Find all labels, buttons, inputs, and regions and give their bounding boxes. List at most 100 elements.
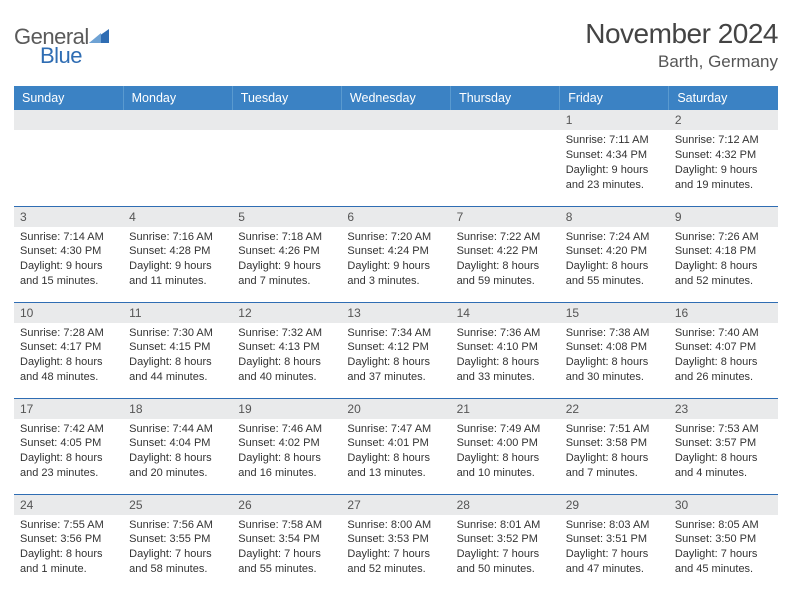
calendar-day-cell: 29Sunrise: 8:03 AMSunset: 3:51 PMDayligh… xyxy=(560,494,669,590)
day-details: Sunrise: 7:56 AMSunset: 3:55 PMDaylight:… xyxy=(123,515,232,581)
calendar-body: 1Sunrise: 7:11 AMSunset: 4:34 PMDaylight… xyxy=(14,110,778,590)
day-number: 13 xyxy=(341,303,450,323)
sunrise-text: Sunrise: 7:12 AM xyxy=(675,133,772,148)
sunrise-text: Sunrise: 7:40 AM xyxy=(675,326,772,341)
day-details xyxy=(341,130,450,137)
day-details: Sunrise: 7:34 AMSunset: 4:12 PMDaylight:… xyxy=(341,323,450,389)
day-details: Sunrise: 7:14 AMSunset: 4:30 PMDaylight:… xyxy=(14,227,123,293)
sunrise-text: Sunrise: 7:51 AM xyxy=(566,422,663,437)
daylight-text: Daylight: 9 hours and 3 minutes. xyxy=(347,259,444,289)
day-details: Sunrise: 7:28 AMSunset: 4:17 PMDaylight:… xyxy=(14,323,123,389)
day-details xyxy=(232,130,341,137)
sunrise-text: Sunrise: 7:46 AM xyxy=(238,422,335,437)
daylight-text: Daylight: 8 hours and 1 minute. xyxy=(20,547,117,577)
day-number: 1 xyxy=(560,110,669,130)
day-details xyxy=(123,130,232,137)
calendar-day-cell: 22Sunrise: 7:51 AMSunset: 3:58 PMDayligh… xyxy=(560,398,669,494)
calendar-day-cell: 25Sunrise: 7:56 AMSunset: 3:55 PMDayligh… xyxy=(123,494,232,590)
sunset-text: Sunset: 3:58 PM xyxy=(566,436,663,451)
day-details: Sunrise: 7:55 AMSunset: 3:56 PMDaylight:… xyxy=(14,515,123,581)
sunset-text: Sunset: 4:17 PM xyxy=(20,340,117,355)
day-header: Saturday xyxy=(669,86,778,110)
day-number: 2 xyxy=(669,110,778,130)
calendar-day-cell: 4Sunrise: 7:16 AMSunset: 4:28 PMDaylight… xyxy=(123,206,232,302)
sunrise-text: Sunrise: 7:34 AM xyxy=(347,326,444,341)
sunrise-text: Sunrise: 7:20 AM xyxy=(347,230,444,245)
day-details: Sunrise: 7:16 AMSunset: 4:28 PMDaylight:… xyxy=(123,227,232,293)
day-header: Sunday xyxy=(14,86,123,110)
calendar-day-cell: 23Sunrise: 7:53 AMSunset: 3:57 PMDayligh… xyxy=(669,398,778,494)
sunrise-text: Sunrise: 7:11 AM xyxy=(566,133,663,148)
calendar-day-cell: 27Sunrise: 8:00 AMSunset: 3:53 PMDayligh… xyxy=(341,494,450,590)
daylight-text: Daylight: 8 hours and 26 minutes. xyxy=(675,355,772,385)
day-number: 21 xyxy=(451,399,560,419)
daylight-text: Daylight: 8 hours and 48 minutes. xyxy=(20,355,117,385)
sunrise-text: Sunrise: 7:18 AM xyxy=(238,230,335,245)
calendar-day-cell: 6Sunrise: 7:20 AMSunset: 4:24 PMDaylight… xyxy=(341,206,450,302)
day-number: 10 xyxy=(14,303,123,323)
sunrise-text: Sunrise: 7:22 AM xyxy=(457,230,554,245)
brand-part2: Blue xyxy=(40,43,82,68)
day-number: 9 xyxy=(669,207,778,227)
daylight-text: Daylight: 9 hours and 15 minutes. xyxy=(20,259,117,289)
month-title: November 2024 xyxy=(585,18,778,50)
calendar-day-cell: 3Sunrise: 7:14 AMSunset: 4:30 PMDaylight… xyxy=(14,206,123,302)
day-number xyxy=(451,110,560,130)
daylight-text: Daylight: 8 hours and 20 minutes. xyxy=(129,451,226,481)
sunset-text: Sunset: 3:50 PM xyxy=(675,532,772,547)
page-header: General November 2024 Barth, Germany xyxy=(14,18,778,72)
sunset-text: Sunset: 4:18 PM xyxy=(675,244,772,259)
sunset-text: Sunset: 4:07 PM xyxy=(675,340,772,355)
sunrise-text: Sunrise: 7:16 AM xyxy=(129,230,226,245)
calendar-table: SundayMondayTuesdayWednesdayThursdayFrid… xyxy=(14,86,778,590)
day-details: Sunrise: 7:42 AMSunset: 4:05 PMDaylight:… xyxy=(14,419,123,485)
sunrise-text: Sunrise: 7:36 AM xyxy=(457,326,554,341)
sunset-text: Sunset: 3:53 PM xyxy=(347,532,444,547)
sunset-text: Sunset: 4:24 PM xyxy=(347,244,444,259)
calendar-week-row: 17Sunrise: 7:42 AMSunset: 4:05 PMDayligh… xyxy=(14,398,778,494)
sunrise-text: Sunrise: 7:26 AM xyxy=(675,230,772,245)
sunset-text: Sunset: 3:56 PM xyxy=(20,532,117,547)
calendar-week-row: 1Sunrise: 7:11 AMSunset: 4:34 PMDaylight… xyxy=(14,110,778,206)
sunset-text: Sunset: 4:01 PM xyxy=(347,436,444,451)
day-number: 11 xyxy=(123,303,232,323)
daylight-text: Daylight: 8 hours and 44 minutes. xyxy=(129,355,226,385)
day-number: 30 xyxy=(669,495,778,515)
day-details: Sunrise: 7:53 AMSunset: 3:57 PMDaylight:… xyxy=(669,419,778,485)
day-details: Sunrise: 7:11 AMSunset: 4:34 PMDaylight:… xyxy=(560,130,669,196)
calendar-day-cell: 2 Sunrise: 7:12 AMSunset: 4:32 PMDaylight… xyxy=(669,110,778,206)
sunset-text: Sunset: 3:54 PM xyxy=(238,532,335,547)
calendar-day-cell: 24Sunrise: 7:55 AMSunset: 3:56 PMDayligh… xyxy=(14,494,123,590)
daylight-text: Daylight: 9 hours and 11 minutes. xyxy=(129,259,226,289)
sunset-text: Sunset: 4:32 PM xyxy=(675,148,772,163)
sunset-text: Sunset: 4:15 PM xyxy=(129,340,226,355)
daylight-text: Daylight: 8 hours and 7 minutes. xyxy=(566,451,663,481)
daylight-text: Daylight: 9 hours and 19 minutes. xyxy=(675,163,772,193)
sunset-text: Sunset: 4:10 PM xyxy=(457,340,554,355)
daylight-text: Daylight: 9 hours and 23 minutes. xyxy=(566,163,663,193)
calendar-day-cell: 13Sunrise: 7:34 AMSunset: 4:12 PMDayligh… xyxy=(341,302,450,398)
sunrise-text: Sunrise: 7:28 AM xyxy=(20,326,117,341)
sunset-text: Sunset: 4:22 PM xyxy=(457,244,554,259)
day-number: 20 xyxy=(341,399,450,419)
day-number: 17 xyxy=(14,399,123,419)
day-details: Sunrise: 7:18 AMSunset: 4:26 PMDaylight:… xyxy=(232,227,341,293)
day-details: Sunrise: 7:24 AMSunset: 4:20 PMDaylight:… xyxy=(560,227,669,293)
sunset-text: Sunset: 4:30 PM xyxy=(20,244,117,259)
calendar-day-cell xyxy=(341,110,450,206)
daylight-text: Daylight: 7 hours and 58 minutes. xyxy=(129,547,226,577)
brand-triangle-icon xyxy=(89,29,109,48)
sunrise-text: Sunrise: 7:32 AM xyxy=(238,326,335,341)
day-details: Sunrise: 8:03 AMSunset: 3:51 PMDaylight:… xyxy=(560,515,669,581)
sunset-text: Sunset: 3:51 PM xyxy=(566,532,663,547)
day-number: 26 xyxy=(232,495,341,515)
sunset-text: Sunset: 4:00 PM xyxy=(457,436,554,451)
calendar-day-cell: 20Sunrise: 7:47 AMSunset: 4:01 PMDayligh… xyxy=(341,398,450,494)
day-details: Sunrise: 7:36 AMSunset: 4:10 PMDaylight:… xyxy=(451,323,560,389)
daylight-text: Daylight: 8 hours and 23 minutes. xyxy=(20,451,117,481)
sunset-text: Sunset: 3:57 PM xyxy=(675,436,772,451)
calendar-day-cell xyxy=(232,110,341,206)
calendar-day-cell xyxy=(14,110,123,206)
calendar-week-row: 3Sunrise: 7:14 AMSunset: 4:30 PMDaylight… xyxy=(14,206,778,302)
day-details: Sunrise: 7:32 AMSunset: 4:13 PMDaylight:… xyxy=(232,323,341,389)
